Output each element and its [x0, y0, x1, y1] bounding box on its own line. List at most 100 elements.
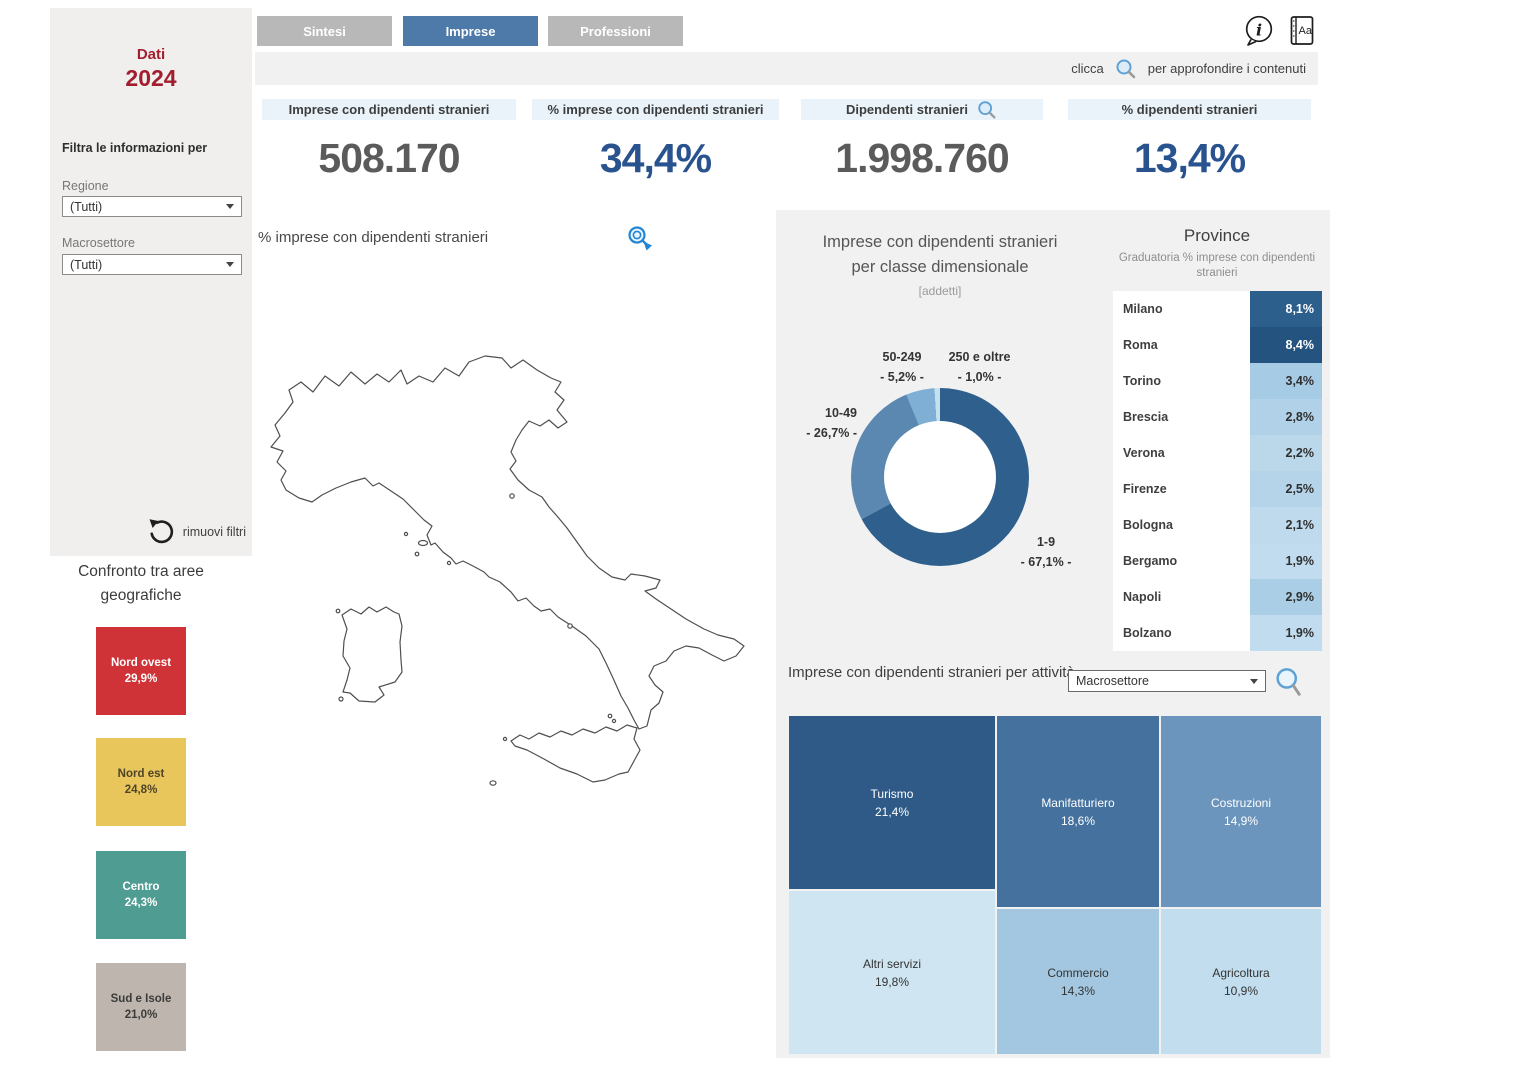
province-row[interactable]: Bergamo 1,9% — [1113, 543, 1322, 579]
donut-label-10-49: 10-49 - 26,7% - — [806, 406, 857, 440]
kpi-label: % imprese con dipendenti stranieri — [532, 99, 779, 120]
geo-box-name: Centro — [122, 881, 160, 893]
donut-title: Imprese con dipendenti stranieri per cla… — [822, 233, 1058, 276]
right-panel: Imprese con dipendenti stranieri per cla… — [776, 210, 1330, 1058]
province-name: Firenze — [1113, 471, 1250, 507]
province-value: 3,4% — [1250, 363, 1322, 399]
province-row[interactable]: Bologna 2,1% — [1113, 507, 1322, 543]
chevron-down-icon — [226, 204, 234, 209]
province-value: 1,9% — [1250, 615, 1322, 651]
province-value: 2,9% — [1250, 579, 1322, 615]
tab-professioni[interactable]: Professioni — [548, 16, 683, 46]
geo-box-sud-isole[interactable]: Sud e Isole 21,0% — [96, 963, 186, 1051]
province-row[interactable]: Milano 8,1% — [1113, 291, 1322, 327]
sector-filter-select[interactable]: (Tutti) — [62, 254, 242, 275]
province-name: Milano — [1113, 291, 1250, 327]
province-row[interactable]: Brescia 2,8% — [1113, 399, 1322, 435]
province-name: Bolzano — [1113, 615, 1250, 651]
svg-text:Aa: Aa — [1299, 25, 1313, 37]
province-name: Verona — [1113, 435, 1250, 471]
province-row[interactable]: Torino 3,4% — [1113, 363, 1322, 399]
province-name: Bergamo — [1113, 543, 1250, 579]
donut-label-1-9: 1-9 - 67,1% - — [1020, 535, 1072, 569]
hint-suffix: per approfondire i contenuti — [1147, 61, 1306, 76]
geo-box-nord-ovest[interactable]: Nord ovest 29,9% — [96, 627, 186, 715]
province-value: 2,1% — [1250, 507, 1322, 543]
province-row[interactable]: Roma 8,4% — [1113, 327, 1322, 363]
province-name: Roma — [1113, 327, 1250, 363]
italy-map[interactable] — [255, 330, 775, 1020]
province-name: Bologna — [1113, 507, 1250, 543]
map-title: % imprese con dipendenti stranieri — [258, 229, 489, 246]
kpi-value: 1.998.760 — [835, 135, 1009, 181]
search-icon[interactable] — [1114, 57, 1138, 81]
province-name: Brescia — [1113, 399, 1250, 435]
province-row[interactable]: Verona 2,2% — [1113, 435, 1322, 471]
remove-filters-button[interactable]: rimuovi filtri — [146, 517, 246, 547]
kpi-pct-dipendenti: % dipendenti stranieri 13,4% — [1068, 99, 1311, 182]
hint-prefix: clicca — [1071, 61, 1104, 76]
treemap-tile-altri-servizi[interactable]: Altri servizi 19,8% — [788, 890, 996, 1055]
sector-filter-value: (Tutti) — [70, 257, 103, 272]
kpi-label: Imprese con dipendenti stranieri — [262, 99, 516, 120]
province-table: Milano 8,1% Roma 8,4% Torino 3,4% Bresci… — [1113, 291, 1322, 651]
glossary-book-icon[interactable]: Aa — [1287, 15, 1317, 51]
donut-label-50-249: 50-249 - 5,2% - — [880, 350, 924, 384]
province-value: 2,5% — [1250, 471, 1322, 507]
treemap-dimension-select[interactable]: Macrosettore — [1068, 670, 1266, 692]
filter-sidebar: Dati 2024 Filtra le informazioni per Reg… — [50, 8, 252, 556]
filter-heading: Filtra le informazioni per — [62, 141, 208, 155]
treemap-tile-costruzioni[interactable]: Costruzioni 14,9% — [1160, 715, 1322, 908]
treemap-tile-turismo[interactable]: Turismo 21,4% — [788, 715, 996, 890]
treemap-title: Imprese con dipendenti stranieri per att… — [788, 664, 1075, 681]
tab-sintesi[interactable]: Sintesi — [257, 16, 392, 46]
province-value: 8,1% — [1250, 291, 1322, 327]
zoom-in-cursor-icon[interactable] — [626, 224, 654, 259]
kpi-label: Dipendenti stranieri — [801, 99, 1043, 120]
hint-bar: clicca per approfondire i contenuti — [255, 52, 1318, 85]
geo-box-nord-est[interactable]: Nord est 24,8% — [96, 738, 186, 826]
kpi-value: 13,4% — [1133, 135, 1246, 181]
chevron-down-icon — [226, 262, 234, 267]
region-filter-value: (Tutti) — [70, 199, 103, 214]
treemap-chart: Turismo 21,4% Manifatturiero 18,6% Costruz… — [788, 715, 1322, 1055]
tab-imprese[interactable]: Imprese — [403, 16, 538, 46]
remove-filters-label: rimuovi filtri — [182, 525, 246, 539]
data-year: 2024 — [125, 65, 177, 91]
geo-comparison-title: Confronto tra aree geografiche — [78, 563, 204, 604]
province-value: 2,8% — [1250, 399, 1322, 435]
sector-filter-label: Macrosettore — [62, 236, 135, 250]
treemap-tile-manifatturiero[interactable]: Manifatturiero 18,6% — [996, 715, 1160, 908]
chevron-down-icon — [1250, 678, 1258, 684]
kpi-label: % dipendenti stranieri — [1068, 99, 1311, 120]
province-row[interactable]: Bolzano 1,9% — [1113, 615, 1322, 651]
province-value: 8,4% — [1250, 327, 1322, 363]
geo-box-value: 24,8% — [124, 784, 158, 796]
search-icon[interactable] — [976, 99, 998, 121]
kpi-imprese: Imprese con dipendenti stranieri 508.170 — [262, 99, 516, 182]
province-value: 1,9% — [1250, 543, 1322, 579]
region-filter-select[interactable]: (Tutti) — [62, 196, 242, 217]
province-name: Torino — [1113, 363, 1250, 399]
kpi-value: 508.170 — [318, 135, 460, 181]
treemap-tile-commercio[interactable]: Commercio 14,3% — [996, 908, 1160, 1055]
province-name: Napoli — [1113, 579, 1250, 615]
geo-box-centro[interactable]: Centro 24,3% — [96, 851, 186, 939]
search-icon[interactable] — [1274, 666, 1304, 705]
province-row[interactable]: Napoli 2,9% — [1113, 579, 1322, 615]
region-filter-label: Regione — [62, 179, 109, 193]
province-row[interactable]: Firenze 2,5% — [1113, 471, 1322, 507]
data-label: Dati — [136, 46, 166, 63]
donut-chart[interactable] — [851, 388, 1029, 566]
geo-box-value: 24,3% — [124, 897, 158, 909]
kpi-dipendenti: Dipendenti stranieri 1.998.760 — [801, 99, 1043, 182]
kpi-value: 34,4% — [599, 135, 712, 181]
kpi-pct-imprese: % imprese con dipendenti stranieri 34,4% — [532, 99, 779, 182]
treemap-tile-agricoltura[interactable]: Agricoltura 10,9% — [1160, 908, 1322, 1055]
province-subtitle: Graduatoria % imprese con dipendenti str… — [1118, 252, 1316, 279]
donut-subtitle: [addetti] — [918, 284, 962, 298]
geo-box-name: Nord est — [117, 768, 165, 780]
info-bubble-icon[interactable]: i — [1243, 14, 1275, 52]
donut-label-250-oltre: 250 e oltre - 1,0% - — [948, 350, 1011, 384]
